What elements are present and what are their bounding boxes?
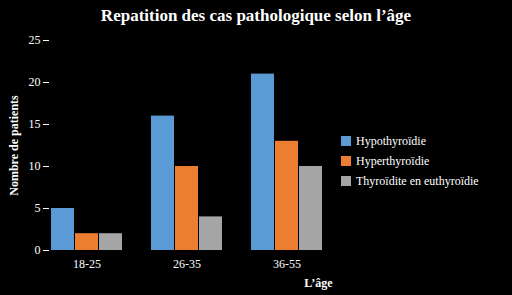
svg-text:10: 10 (29, 159, 41, 173)
html-text:Hypothyroïdie: Hypothyroïdie (356, 133, 426, 148)
svg-text:18-25: 18-25 (73, 257, 101, 271)
html-text:Hyperthyroïdie: Hyperthyroïdie (356, 153, 430, 168)
svg-text:L’âge: L’âge (304, 276, 333, 290)
svg-text:Nombre de patients: Nombre de patients (7, 95, 21, 196)
html-text:Repatition des cas pathologiqu: Repatition des cas pathologique selon l’… (100, 6, 412, 25)
svg-text:20: 20 (29, 75, 41, 89)
svg-text:15: 15 (29, 117, 41, 131)
svg-text:5: 5 (35, 201, 41, 215)
svg-text:25: 25 (29, 33, 41, 47)
svg-text:26-35: 26-35 (173, 257, 201, 271)
html-text:Thyroïdite en euthyroïdie: Thyroïdite en euthyroïdie (356, 173, 479, 188)
svg-text:0: 0 (35, 243, 41, 257)
svg-text:36-55: 36-55 (273, 257, 301, 271)
